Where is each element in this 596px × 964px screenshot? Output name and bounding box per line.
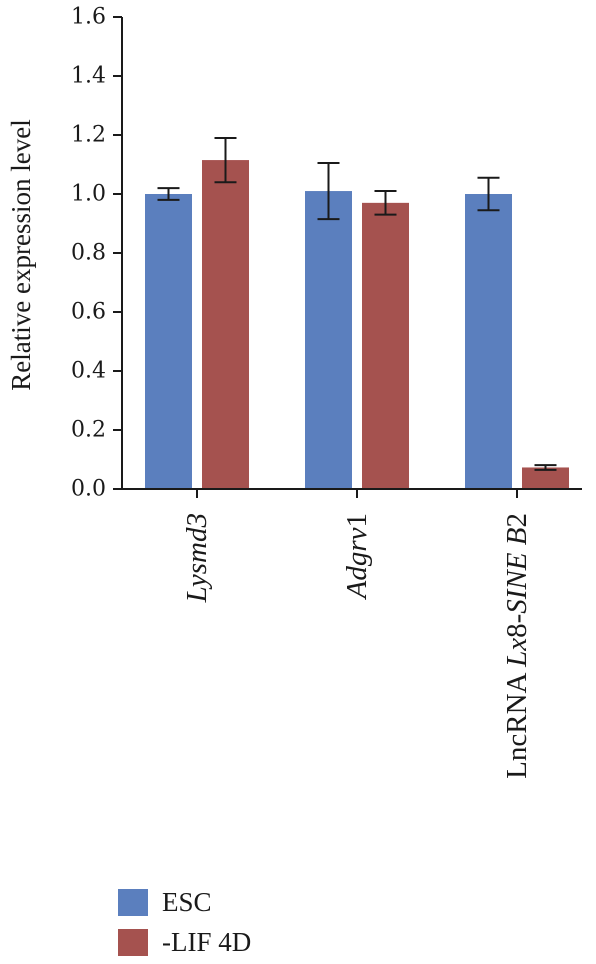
y-tick-label: 0.2	[71, 418, 106, 443]
legend-swatch-esc	[118, 888, 148, 916]
bar-esc-1	[305, 191, 352, 490]
y-axis: 0.0 0.2 0.4 0.6 0.8 1.0 1.2 1.4 1.6	[71, 5, 123, 502]
x-tick-label-1: Adgrv1	[341, 513, 373, 600]
bar-lif-1	[362, 202, 409, 489]
y-tick-label: 0.8	[71, 241, 106, 266]
legend-label-lif: -LIF 4D	[162, 926, 252, 957]
legend-item-esc: ESC	[118, 884, 251, 920]
bar-lif-2	[522, 467, 569, 489]
bar-lif-0	[202, 160, 249, 489]
y-tick-label: 0.0	[71, 477, 106, 502]
y-tick-label: 1.2	[71, 123, 106, 148]
legend: ESC -LIF 4D	[118, 884, 251, 964]
x-tick-label-part: Adgrv	[341, 527, 373, 600]
x-tick-label-part: 8-	[501, 614, 533, 638]
x-tick-label-part: 2	[501, 513, 533, 528]
x-tick-label-part: 1	[341, 513, 373, 528]
y-tick-label: 1.4	[71, 64, 106, 89]
x-tick-label-part: Lysmd3	[181, 513, 213, 603]
legend-label-esc: ESC	[162, 886, 212, 917]
x-tick-label-part: LncRNA	[501, 667, 533, 779]
y-tick-label: 0.4	[71, 359, 106, 384]
bars	[145, 136, 569, 490]
x-axis: Lysmd3 Adgrv1 LncRNA Lx8-SINE B2	[122, 488, 582, 779]
bar-esc-0	[145, 194, 192, 489]
y-tick-label: 1.0	[71, 182, 106, 207]
y-axis-title: Relative expression level	[6, 119, 36, 390]
x-tick-label-2: LncRNA Lx8-SINE B2	[501, 513, 533, 779]
bar-esc-2	[465, 194, 512, 489]
x-tick-label-part: SINE B	[501, 527, 533, 613]
legend-swatch-lif	[118, 928, 148, 956]
legend-item-lif: -LIF 4D	[118, 924, 251, 960]
y-tick-label: 1.6	[71, 5, 106, 30]
x-tick-label-0: Lysmd3	[181, 513, 213, 603]
y-tick-label: 0.6	[71, 300, 106, 325]
x-tick-label-part: Lx	[501, 638, 533, 668]
